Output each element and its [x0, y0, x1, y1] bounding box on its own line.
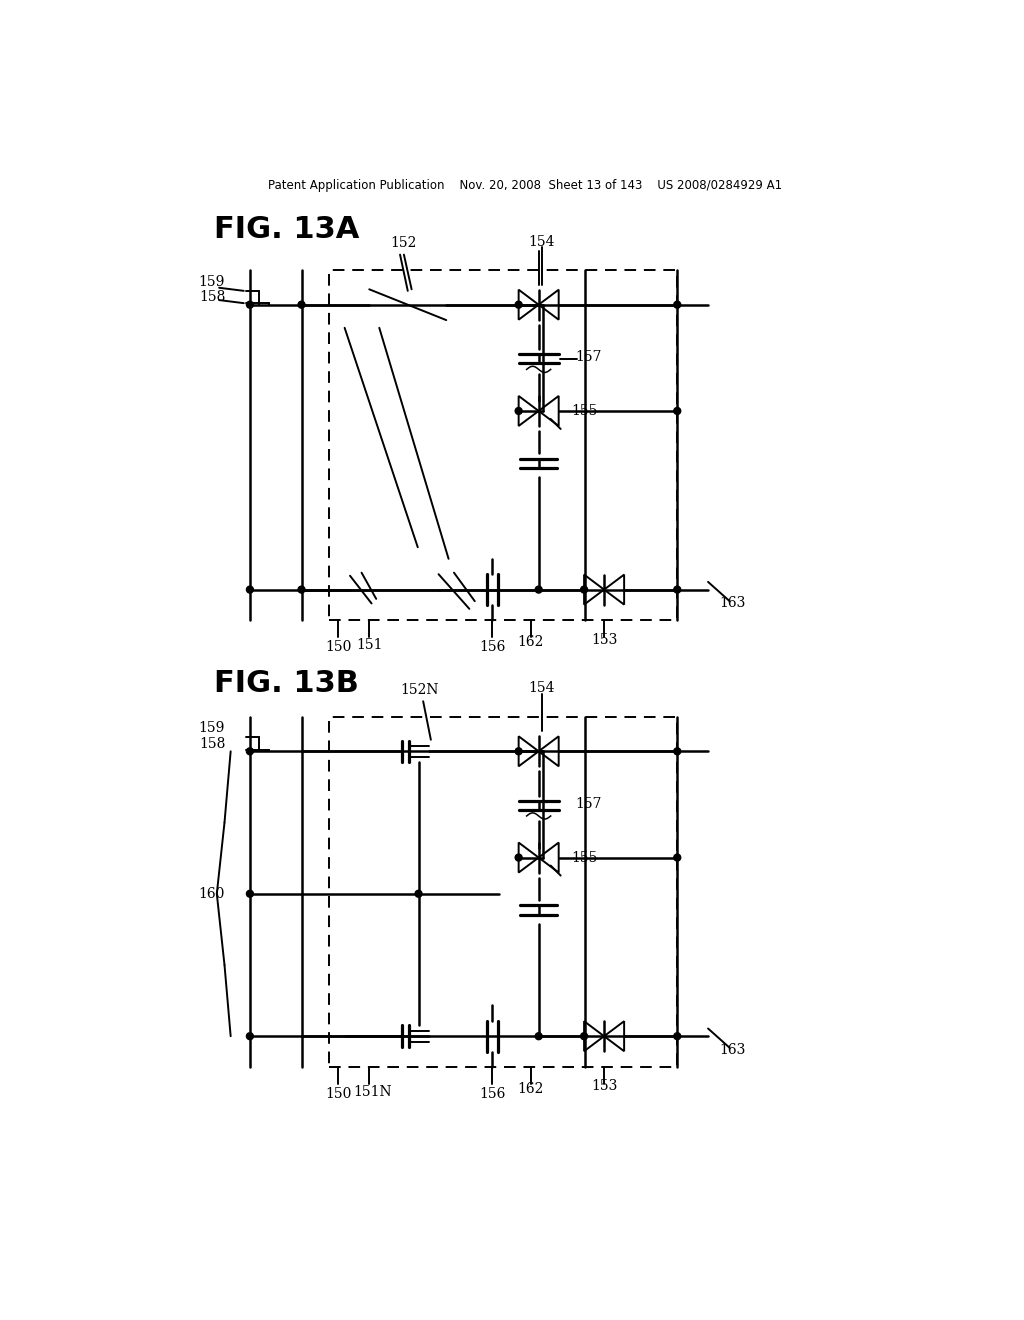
Text: 150: 150 — [326, 640, 351, 655]
Bar — [330, 717, 677, 1067]
Text: 156: 156 — [479, 640, 506, 655]
Text: 151N: 151N — [354, 1085, 392, 1098]
Circle shape — [247, 1032, 253, 1040]
Text: 156: 156 — [479, 1086, 506, 1101]
Text: 162: 162 — [518, 1081, 544, 1096]
Circle shape — [247, 890, 253, 898]
Text: 163: 163 — [720, 597, 745, 610]
Text: 159: 159 — [199, 275, 224, 289]
Circle shape — [247, 748, 253, 755]
Circle shape — [581, 586, 588, 593]
Circle shape — [247, 301, 253, 308]
Circle shape — [674, 408, 681, 414]
Circle shape — [674, 301, 681, 308]
Text: 160: 160 — [199, 887, 224, 900]
Circle shape — [515, 301, 522, 308]
Text: 151: 151 — [356, 638, 383, 652]
Circle shape — [536, 1032, 542, 1040]
Text: 163: 163 — [720, 1043, 745, 1057]
Text: 153: 153 — [591, 1080, 617, 1093]
Text: 155: 155 — [571, 850, 598, 865]
Text: 154: 154 — [528, 681, 555, 696]
Circle shape — [536, 586, 542, 593]
Circle shape — [415, 890, 422, 898]
Text: 153: 153 — [591, 632, 617, 647]
Circle shape — [515, 854, 522, 861]
Circle shape — [674, 586, 681, 593]
Text: FIG. 13B: FIG. 13B — [214, 669, 358, 698]
Text: 152: 152 — [391, 236, 417, 249]
Text: 162: 162 — [518, 635, 544, 649]
Circle shape — [674, 854, 681, 861]
Text: 155: 155 — [571, 404, 598, 418]
Text: 154: 154 — [528, 235, 555, 248]
Text: 157: 157 — [575, 350, 602, 364]
Bar — [330, 271, 677, 620]
Circle shape — [515, 748, 522, 755]
Circle shape — [298, 301, 305, 308]
Circle shape — [581, 1032, 588, 1040]
Text: Patent Application Publication    Nov. 20, 2008  Sheet 13 of 143    US 2008/0284: Patent Application Publication Nov. 20, … — [267, 178, 782, 191]
Circle shape — [674, 748, 681, 755]
Circle shape — [298, 586, 305, 593]
Circle shape — [674, 1032, 681, 1040]
Text: 157: 157 — [575, 797, 602, 810]
Text: 158: 158 — [200, 737, 226, 751]
Text: 158: 158 — [200, 290, 226, 304]
Text: FIG. 13A: FIG. 13A — [214, 215, 359, 244]
Text: 150: 150 — [326, 1086, 351, 1101]
Circle shape — [515, 408, 522, 414]
Text: 152N: 152N — [400, 682, 438, 697]
Text: 159: 159 — [199, 721, 224, 735]
Circle shape — [247, 586, 253, 593]
